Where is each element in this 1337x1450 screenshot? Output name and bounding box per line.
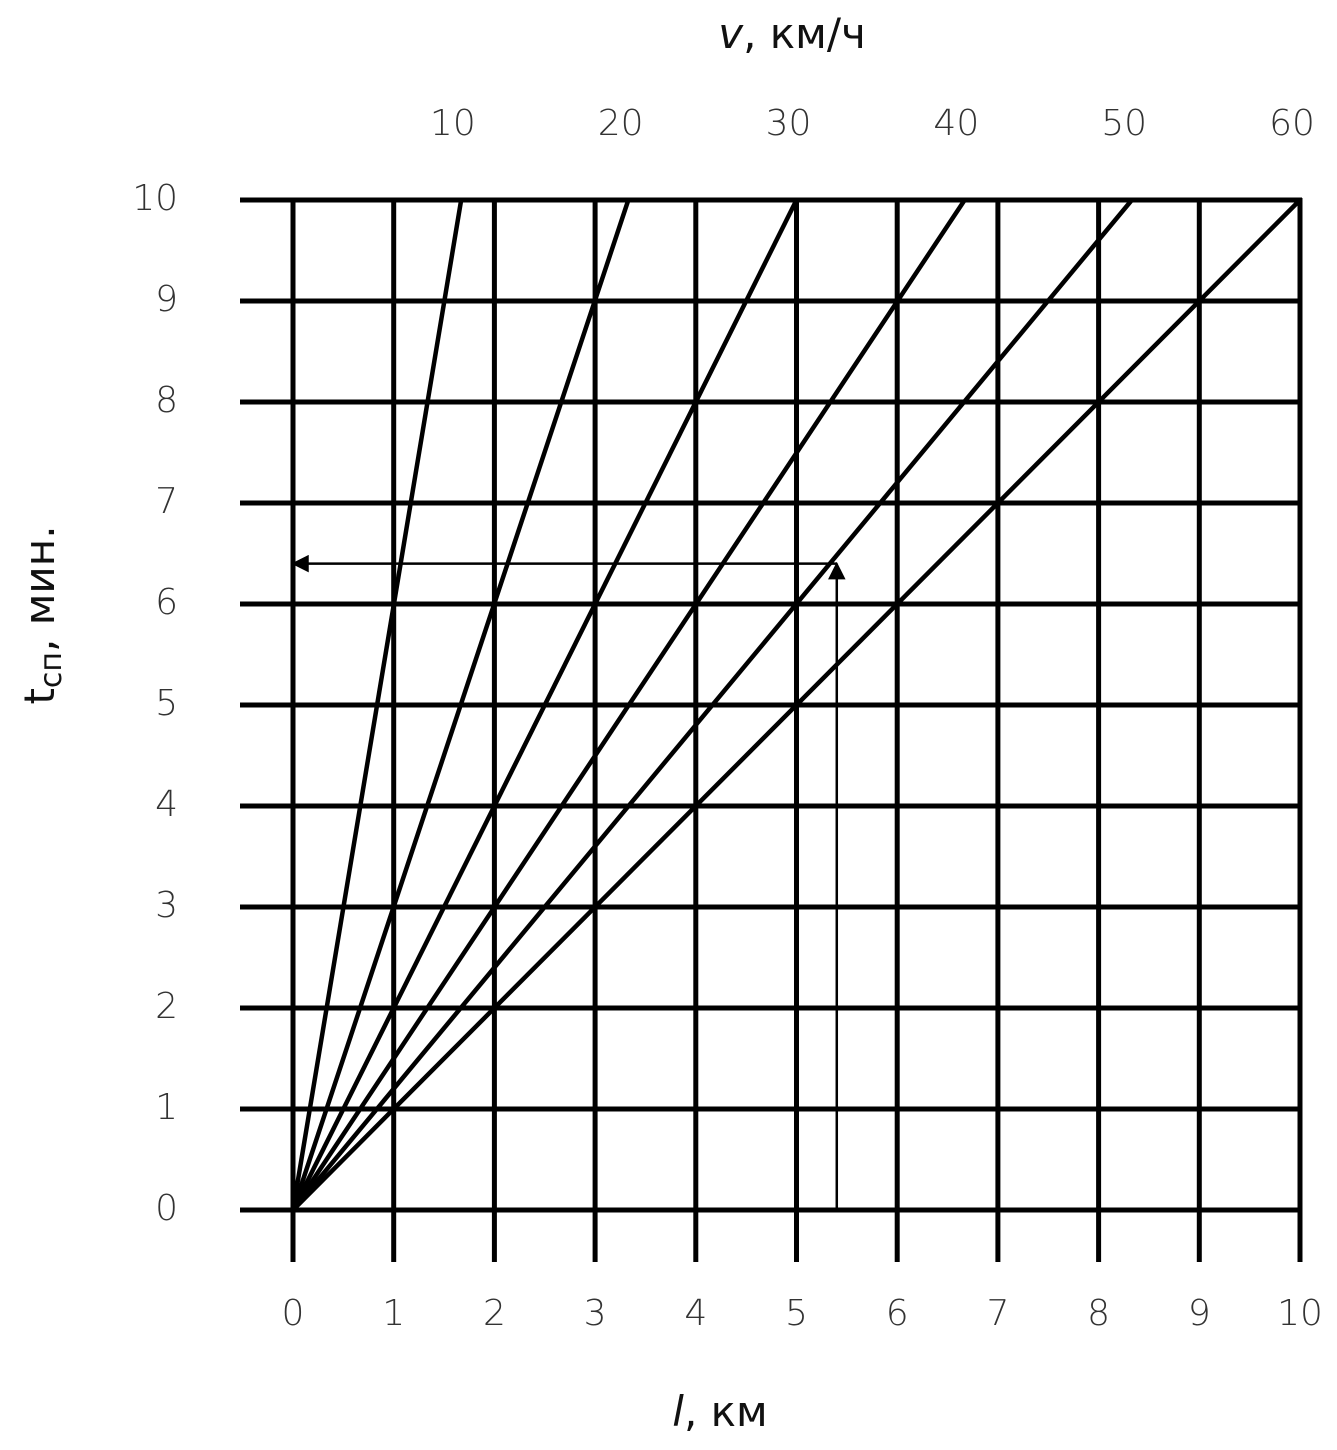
y-tick-label: 0	[155, 1188, 178, 1229]
x-tick-label: 7	[986, 1293, 1009, 1334]
x-axis-label: l, км	[672, 1387, 767, 1436]
x2-tick-label: 30	[766, 103, 812, 144]
series-line	[290, 199, 464, 1211]
y-tick-label: 1	[155, 1087, 178, 1128]
series-line	[291, 198, 967, 1212]
series-line	[291, 198, 1134, 1212]
x-tick-label: 8	[1087, 1293, 1110, 1334]
x2-tick-label: 10	[430, 103, 476, 144]
x-tick-label: 6	[886, 1293, 909, 1334]
x2-axis-label: v, км/ч	[718, 9, 866, 58]
y-tick-label: 8	[155, 380, 178, 421]
x-tick-label: 9	[1188, 1293, 1211, 1334]
y-tick-label: 5	[155, 683, 178, 724]
y-tick-label: 7	[155, 481, 178, 522]
y-axis-label: tсп, мин.	[15, 525, 69, 704]
y-tick-label: 2	[155, 986, 178, 1027]
y-tick-label: 3	[155, 885, 178, 926]
y-tick-label: 4	[155, 784, 178, 825]
series-line	[291, 198, 1302, 1212]
x-tick-label: 5	[785, 1293, 808, 1334]
x-tick-label: 0	[282, 1293, 305, 1334]
series-line	[290, 199, 631, 1211]
y-tick-label: 10	[132, 178, 178, 219]
x-tick-label: 3	[584, 1293, 607, 1334]
x2-tick-label: 20	[598, 103, 644, 144]
y-tick-label: 9	[155, 279, 178, 320]
x-tick-label: 1	[382, 1293, 405, 1334]
x-tick-label: 4	[684, 1293, 707, 1334]
x2-tick-label: 60	[1269, 103, 1315, 144]
x-tick-label: 10	[1277, 1293, 1323, 1334]
x2-tick-label: 40	[933, 103, 979, 144]
y-tick-label: 6	[155, 582, 178, 623]
x2-tick-label: 50	[1101, 103, 1147, 144]
series-line	[290, 198, 799, 1212]
x-tick-label: 2	[483, 1293, 506, 1334]
